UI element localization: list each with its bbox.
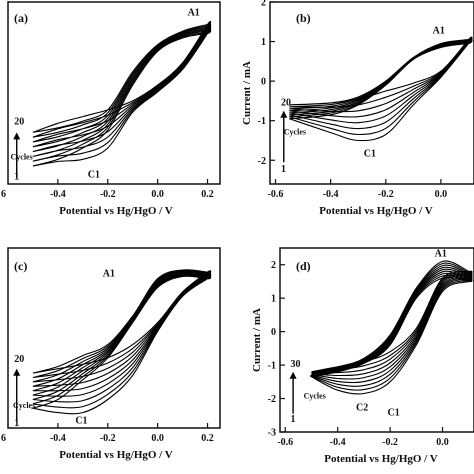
- cv-cycle-curve: [311, 268, 473, 380]
- x-tick-label: -0.4: [50, 433, 66, 444]
- cv-cycle-curve: [32, 28, 212, 162]
- x-tick-label: -0.4: [323, 189, 339, 200]
- x-axis-label: Potential vs Hg/HgO / V: [59, 449, 173, 461]
- plot-frame: [7, 1, 221, 185]
- y-axis-label: Current / mA: [241, 61, 253, 125]
- cycle-count-bottom: 1: [281, 164, 286, 175]
- plot-frame: [269, 1, 474, 185]
- x-tick-label: -0.2: [378, 189, 394, 200]
- panel-b: -0.6 -0.4 -0.2 0.0 2 1 0 -1 -2 Potential vs Hg/Hg…: [241, 0, 474, 217]
- cv-cycle-curve: [309, 276, 473, 395]
- cycle-count-top: 20: [14, 354, 24, 365]
- x-tick-label: -0.4: [330, 437, 346, 448]
- peak-label-a1: A1: [435, 248, 447, 259]
- peak-label-a1: A1: [433, 26, 445, 37]
- panel-d: -0.6 -0.4 -0.2 0.0 2 1 0 -1 -2 -3 Potential vs Hg/…: [251, 247, 474, 465]
- cycles-label: Cycles: [304, 392, 326, 401]
- cycle-arrow-head: [13, 132, 21, 140]
- x-tick-label: -0.2: [100, 433, 116, 444]
- cv-cycle-curve: [311, 262, 473, 373]
- cv-cycle-curve: [289, 37, 473, 113]
- peak-label-a1: A1: [188, 7, 200, 18]
- y-tick-label: -2: [268, 394, 276, 405]
- y-axis-label: Current / mA: [251, 308, 263, 372]
- cycle-count-top: 30: [290, 359, 300, 370]
- x-tick-label: 0.2: [201, 433, 214, 444]
- x-tick-label-edge: 6: [1, 433, 6, 444]
- cv-cycle-curve: [32, 269, 212, 379]
- cycle-count-top: 20: [14, 117, 24, 128]
- cv-cycle-curve: [311, 266, 473, 377]
- cycle-count-top: 20: [281, 98, 291, 109]
- cycles-label: Cycles: [284, 128, 306, 137]
- x-tick-label: 0.0: [436, 437, 449, 448]
- panel-label: (b): [296, 11, 311, 25]
- cv-cycle-curve: [32, 23, 212, 143]
- cv-cycle-curve: [289, 40, 473, 142]
- x-tick-label: -0.6: [277, 437, 293, 448]
- cv-cycle-curve: [32, 271, 212, 387]
- peak-label-c1: C1: [88, 169, 100, 180]
- cv-cycle-curve: [311, 264, 473, 374]
- cv-cycle-curve: [32, 274, 212, 403]
- cv-cycle-curve: [32, 22, 212, 138]
- cv-cycle-curve: [32, 270, 212, 383]
- cycle-arrow-head: [280, 110, 288, 118]
- cv-cycle-curve: [309, 274, 473, 391]
- plot-frame: [279, 247, 474, 433]
- cv-cycle-curve: [30, 275, 212, 415]
- y-tick-label: 1: [261, 37, 266, 48]
- y-tick-label: 0: [271, 327, 276, 338]
- cycle-count-bottom: 1: [290, 414, 295, 425]
- y-tick-label: 2: [271, 260, 276, 271]
- x-tick-label: -0.2: [100, 189, 116, 200]
- plot-frame: [7, 247, 221, 429]
- x-tick-label: -0.2: [382, 437, 398, 448]
- cycle-arrow-head: [13, 368, 21, 376]
- x-tick-label: -0.6: [268, 189, 284, 200]
- peak-label-c1: C1: [75, 416, 87, 427]
- cv-cycle-curve: [309, 272, 473, 387]
- x-tick-label: 0.2: [201, 189, 214, 200]
- x-axis-label: Potential vs Hg/HgO / V: [324, 453, 438, 465]
- y-tick-label: 0: [261, 77, 266, 88]
- peak-label-a1: A1: [103, 269, 115, 280]
- x-tick-label-edge: 6: [1, 189, 6, 200]
- panel-label: (a): [14, 11, 28, 25]
- y-tick-label: -3: [268, 428, 276, 439]
- x-tick-label: 0.0: [151, 189, 164, 200]
- cv-cycle-curve: [311, 270, 473, 384]
- y-tick-label: -1: [268, 361, 276, 372]
- y-tick-label: 2: [261, 0, 266, 9]
- cycle-count-bottom: 1: [14, 418, 19, 429]
- cycles-label: Cycles: [10, 152, 32, 161]
- x-tick-label: -0.4: [50, 189, 66, 200]
- x-tick-label: 0.0: [151, 433, 164, 444]
- cv-cycle-curve: [32, 273, 212, 397]
- y-tick-label: -2: [258, 156, 266, 167]
- cv-cycle-curve: [32, 20, 212, 133]
- cv-cycle-curve: [32, 27, 212, 157]
- peak-label-c1: C1: [387, 407, 399, 418]
- cycle-count-bottom: 1: [14, 172, 19, 183]
- cv-cycle-curve: [32, 272, 212, 392]
- peak-label-c2: C2: [356, 402, 368, 413]
- y-tick-label: -1: [258, 116, 266, 127]
- x-axis-label: Potential vs Hg/HgO / V: [319, 205, 433, 217]
- panel-label: (c): [14, 259, 27, 273]
- peak-label-c1: C1: [364, 148, 376, 159]
- cv-cycle-curve: [32, 274, 212, 409]
- x-axis-label: Potential vs Hg/HgO / V: [59, 205, 173, 217]
- cv-cycle-curve: [32, 24, 212, 148]
- cycle-arrow-head: [289, 371, 297, 379]
- x-tick-label: 0.0: [435, 189, 448, 200]
- panel-label: (d): [296, 259, 311, 273]
- panel-c: -0.4 -0.2 0.0 0.2 6 Potential vs Hg/HgO / V (c…: [1, 247, 221, 461]
- cv-cycle-curve: [32, 269, 212, 374]
- cycles-label: Cycles: [13, 401, 35, 410]
- panel-a: -0.4 -0.2 0.0 0.2 6 Potential vs Hg/HgO / V (a…: [1, 1, 221, 217]
- y-tick-label: 1: [271, 294, 276, 305]
- cv-cycle-curve: [32, 30, 212, 167]
